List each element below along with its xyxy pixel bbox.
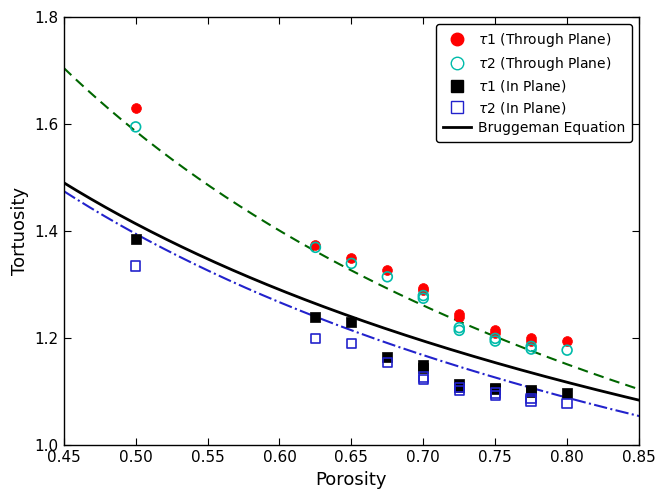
Point: [418, 376, 429, 384]
X-axis label: Porosity: Porosity: [315, 471, 387, 489]
Point: [562, 346, 572, 354]
Point: [382, 353, 393, 361]
Point: [490, 392, 500, 400]
Point: [418, 364, 429, 372]
Point: [526, 345, 536, 353]
Point: [490, 389, 500, 397]
Point: [310, 334, 321, 342]
Point: [526, 337, 536, 345]
Point: [382, 273, 393, 281]
Point: [130, 123, 141, 131]
Point: [346, 340, 357, 347]
Point: [526, 394, 536, 402]
Point: [418, 361, 429, 369]
Point: [310, 244, 321, 252]
Point: [418, 294, 429, 302]
Point: [130, 262, 141, 270]
Point: [346, 254, 357, 262]
Point: [454, 310, 465, 318]
Point: [346, 318, 357, 326]
Point: [562, 389, 572, 397]
Point: [526, 388, 536, 396]
Point: [490, 337, 500, 345]
Point: [490, 329, 500, 337]
Point: [454, 324, 465, 332]
Point: [382, 266, 393, 274]
Point: [454, 326, 465, 334]
Point: [382, 358, 393, 366]
Point: [526, 397, 536, 405]
Point: [454, 380, 465, 388]
Point: [490, 385, 500, 393]
Point: [454, 384, 465, 392]
Point: [490, 384, 500, 392]
Point: [454, 382, 465, 390]
Point: [418, 292, 429, 300]
Point: [526, 386, 536, 394]
Point: [454, 386, 465, 394]
Point: [454, 313, 465, 321]
Point: [130, 104, 141, 112]
Point: [526, 334, 536, 342]
Point: [490, 334, 500, 342]
Y-axis label: Tortuosity: Tortuosity: [11, 187, 29, 276]
Point: [562, 400, 572, 407]
Legend: $\tau$1 (Through Plane), $\tau$2 (Through Plane), $\tau$1 (In Plane), $\tau$2 (I: $\tau$1 (Through Plane), $\tau$2 (Throug…: [436, 24, 632, 142]
Point: [562, 337, 572, 345]
Point: [310, 240, 321, 248]
Point: [418, 373, 429, 381]
Point: [490, 326, 500, 334]
Point: [130, 236, 141, 244]
Point: [346, 260, 357, 268]
Point: [418, 286, 429, 294]
Point: [418, 284, 429, 292]
Point: [526, 342, 536, 350]
Point: [310, 313, 321, 321]
